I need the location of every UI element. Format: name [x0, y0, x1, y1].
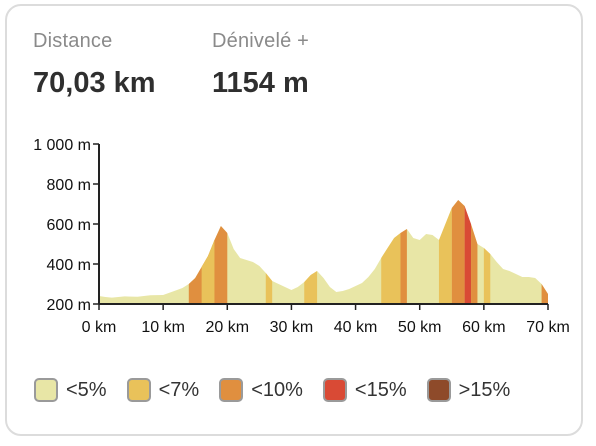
x-tick-label: 0 km [82, 319, 117, 336]
x-tick-label: 50 km [398, 319, 442, 336]
grade-band [201, 200, 215, 304]
legend-swatch [34, 378, 58, 402]
x-tick-label: 10 km [141, 319, 185, 336]
legend-label: <15% [354, 378, 407, 401]
legend-label: <7% [158, 378, 200, 401]
legend-swatch [322, 378, 347, 402]
y-tick-label: 800 m [47, 177, 91, 194]
y-tick-label: 600 m [47, 217, 91, 234]
distance-value: 70,03 km [33, 67, 156, 99]
y-tick-label: 200 m [47, 297, 91, 314]
legend-label: >15% [458, 378, 511, 401]
grade-band [471, 200, 478, 304]
x-tick-label: 20 km [205, 319, 249, 336]
distance-stat: Distance 70,03 km [33, 30, 156, 100]
grade-band [451, 200, 465, 304]
grade-legend: <5% <7% <10% <15% >15% [34, 378, 530, 402]
grade-band [304, 200, 318, 304]
legend-item: <10% [219, 378, 303, 402]
legend-item: <15% [322, 378, 407, 402]
elevation-gain-label: Dénivelé + [212, 30, 310, 52]
elevation-area [99, 200, 548, 304]
grade-band [541, 200, 548, 304]
grade-band [438, 200, 452, 304]
legend-swatch [426, 378, 451, 402]
legend-item: <7% [126, 378, 200, 402]
legend-label: <10% [251, 378, 303, 401]
x-tick-label: 60 km [462, 319, 506, 336]
legend-item: <5% [34, 378, 107, 402]
legend-item: >15% [426, 378, 511, 402]
legend-swatch [219, 378, 244, 402]
elevation-gain-stat: Dénivelé + 1154 m [212, 30, 309, 100]
legend-label: <5% [66, 378, 107, 401]
elevation-gain-value: 1154 m [212, 67, 309, 99]
y-tick-label: 1 000 m [33, 137, 91, 154]
x-tick-label: 30 km [270, 319, 314, 336]
y-tick-label: 400 m [47, 257, 91, 274]
elevation-card [5, 4, 583, 436]
grade-band [464, 200, 472, 304]
distance-label: Distance [33, 30, 113, 52]
grade-band [483, 200, 491, 304]
x-tick-label: 40 km [334, 319, 378, 336]
grade-band [381, 200, 401, 304]
grade-band [265, 200, 273, 304]
grade-band [400, 200, 407, 304]
x-tick-label: 70 km [526, 319, 570, 336]
legend-swatch [126, 378, 151, 402]
